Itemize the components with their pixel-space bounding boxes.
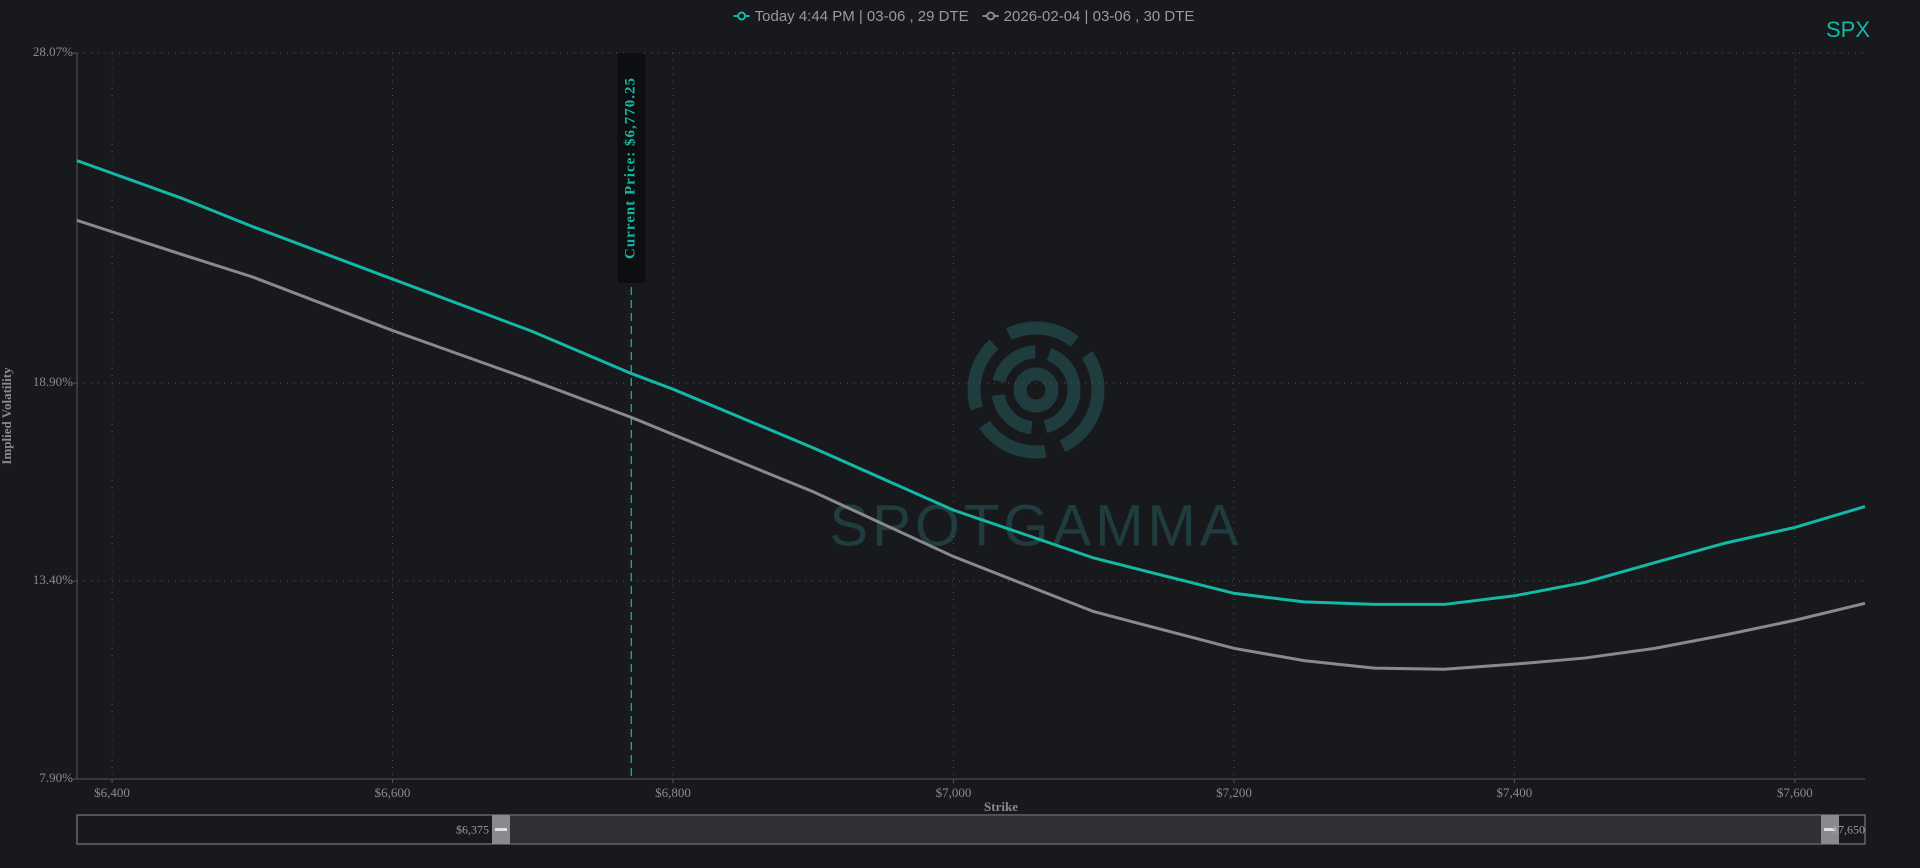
y-tick-label: 7.90% bbox=[39, 770, 73, 785]
y-tick-label: 18.90% bbox=[33, 374, 73, 389]
x-tick-label: $7,600 bbox=[1777, 785, 1813, 800]
current-price-label-box bbox=[617, 53, 646, 283]
x-tick-label: $6,800 bbox=[655, 785, 691, 800]
current-price-label: Current Price: $6,770.25 bbox=[623, 77, 639, 259]
legend-label: Today 4:44 PM | 03-06 , 29 DTE bbox=[755, 8, 969, 25]
watermark: SPOTGAMMA bbox=[829, 493, 1242, 558]
legend-marker bbox=[737, 11, 747, 21]
legend-marker bbox=[986, 11, 996, 21]
series-line bbox=[76, 159, 1866, 606]
y-tick-label: 28.07% bbox=[33, 44, 73, 59]
x-tick-label: $7,200 bbox=[1216, 785, 1252, 800]
legend-label: 2026-02-04 | 03-06 , 30 DTE bbox=[1004, 8, 1195, 25]
series-line bbox=[76, 218, 1866, 671]
x-tick-label: $7,000 bbox=[936, 785, 972, 800]
watermark-logo bbox=[967, 321, 1105, 459]
y-axis-title: Implied Volatility bbox=[0, 367, 14, 465]
range-label: $7,650 bbox=[1832, 822, 1865, 836]
x-axis-title: Strike bbox=[984, 799, 1018, 814]
x-tick-label: $6,400 bbox=[94, 785, 130, 800]
x-tick-label: $7,400 bbox=[1497, 785, 1533, 800]
x-tick-label: $6,600 bbox=[375, 785, 411, 800]
range-label: $6,375 bbox=[456, 822, 489, 836]
legend: Today 4:44 PM | 03-06 , 29 DTE 2026-02-04… bbox=[733, 8, 1195, 25]
symbol: SPX bbox=[1826, 17, 1870, 42]
range-slider-selection bbox=[510, 816, 1822, 843]
y-tick-label: 13.40% bbox=[33, 572, 73, 587]
